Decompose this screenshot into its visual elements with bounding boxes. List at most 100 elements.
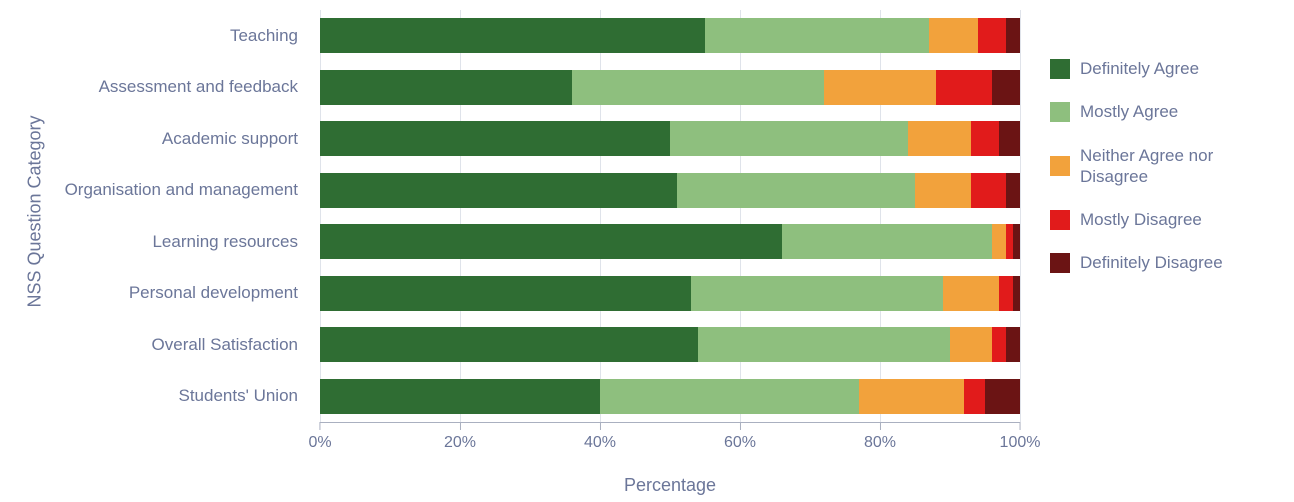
bar-segment	[1013, 224, 1020, 259]
bar	[320, 327, 1020, 362]
category-label: Academic support	[50, 113, 310, 165]
legend-swatch	[1050, 253, 1070, 273]
bar-segment	[1013, 276, 1020, 311]
x-tick-mark	[1019, 422, 1020, 430]
x-tick-label: 40%	[584, 434, 616, 452]
legend-swatch	[1050, 210, 1070, 230]
category-label: Teaching	[50, 10, 310, 62]
x-tick-mark	[460, 422, 461, 430]
x-axis-line	[320, 422, 1020, 423]
bar-segment	[964, 379, 985, 414]
bar-row	[320, 216, 1020, 268]
bar-row	[320, 113, 1020, 165]
bar-segment	[320, 18, 705, 53]
bar-segment	[992, 70, 1020, 105]
bar-segment	[705, 18, 929, 53]
bar-segment	[320, 121, 670, 156]
bar-segment	[992, 224, 1006, 259]
x-tick: 100%	[1000, 422, 1041, 452]
legend-item: Neither Agree nor Disagree	[1050, 145, 1280, 188]
x-tick-mark	[740, 422, 741, 430]
bar	[320, 276, 1020, 311]
y-axis-title-container: NSS Question Category	[20, 0, 50, 422]
legend-item: Mostly Disagree	[1050, 209, 1280, 230]
bar-segment	[320, 276, 691, 311]
legend-label: Mostly Disagree	[1080, 209, 1202, 230]
legend: Definitely Agree Mostly Agree Neither Agre…	[1050, 58, 1280, 274]
category-labels: TeachingAssessment and feedbackAcademic …	[50, 10, 310, 422]
x-axis: 0%20%40%60%80%100%	[320, 422, 1020, 462]
category-label: Personal development	[50, 268, 310, 320]
bar	[320, 224, 1020, 259]
bar-segment	[978, 18, 1006, 53]
category-label: Students' Union	[50, 371, 310, 423]
bar-segment	[320, 224, 782, 259]
nss-stacked-bar-chart: NSS Question Category TeachingAssessment…	[0, 0, 1294, 502]
bar-row	[320, 268, 1020, 320]
bar	[320, 379, 1020, 414]
bar-segment	[600, 379, 859, 414]
legend-swatch	[1050, 59, 1070, 79]
plot-area	[320, 10, 1020, 422]
bar-segment	[320, 327, 698, 362]
bar-segment	[999, 121, 1020, 156]
bar	[320, 18, 1020, 53]
bar-row	[320, 62, 1020, 114]
x-tick: 40%	[584, 422, 616, 452]
bar-row	[320, 319, 1020, 371]
bar	[320, 70, 1020, 105]
legend-label: Definitely Disagree	[1080, 252, 1223, 273]
bars-container	[320, 10, 1020, 422]
bar-segment	[824, 70, 936, 105]
bar-row	[320, 371, 1020, 423]
legend-swatch	[1050, 102, 1070, 122]
bar-segment	[859, 379, 964, 414]
x-tick-mark	[320, 422, 321, 430]
x-tick-label: 80%	[864, 434, 896, 452]
y-axis-title: NSS Question Category	[25, 115, 46, 307]
bar-segment	[1006, 173, 1020, 208]
bar-row	[320, 165, 1020, 217]
bar-segment	[1006, 327, 1020, 362]
bar-segment	[943, 276, 999, 311]
bar-row	[320, 10, 1020, 62]
bar-segment	[950, 327, 992, 362]
bar	[320, 121, 1020, 156]
bar-segment	[929, 18, 978, 53]
bar-segment	[992, 327, 1006, 362]
bar-segment	[670, 121, 908, 156]
bar-segment	[908, 121, 971, 156]
x-axis-title: Percentage	[320, 475, 1020, 496]
bar-segment	[782, 224, 992, 259]
x-tick-label: 60%	[724, 434, 756, 452]
legend-item: Definitely Agree	[1050, 58, 1280, 79]
bar-segment	[698, 327, 950, 362]
x-tick: 20%	[444, 422, 476, 452]
bar-segment	[691, 276, 943, 311]
x-tick-label: 0%	[308, 434, 331, 452]
bar-segment	[320, 173, 677, 208]
bar-segment	[999, 276, 1013, 311]
x-tick-mark	[880, 422, 881, 430]
legend-label: Neither Agree nor Disagree	[1080, 145, 1280, 188]
bar	[320, 173, 1020, 208]
bar-segment	[936, 70, 992, 105]
bar-segment	[971, 121, 999, 156]
x-tick: 80%	[864, 422, 896, 452]
x-tick-mark	[600, 422, 601, 430]
category-label: Learning resources	[50, 216, 310, 268]
category-label: Organisation and management	[50, 165, 310, 217]
legend-label: Definitely Agree	[1080, 58, 1199, 79]
bar-segment	[985, 379, 1020, 414]
bar-segment	[572, 70, 824, 105]
bar-segment	[1006, 18, 1020, 53]
legend-item: Definitely Disagree	[1050, 252, 1280, 273]
bar-segment	[971, 173, 1006, 208]
x-tick: 60%	[724, 422, 756, 452]
x-tick: 0%	[308, 422, 331, 452]
bar-segment	[1006, 224, 1013, 259]
legend-label: Mostly Agree	[1080, 101, 1178, 122]
bar-segment	[320, 379, 600, 414]
bar-segment	[677, 173, 915, 208]
legend-swatch	[1050, 156, 1070, 176]
